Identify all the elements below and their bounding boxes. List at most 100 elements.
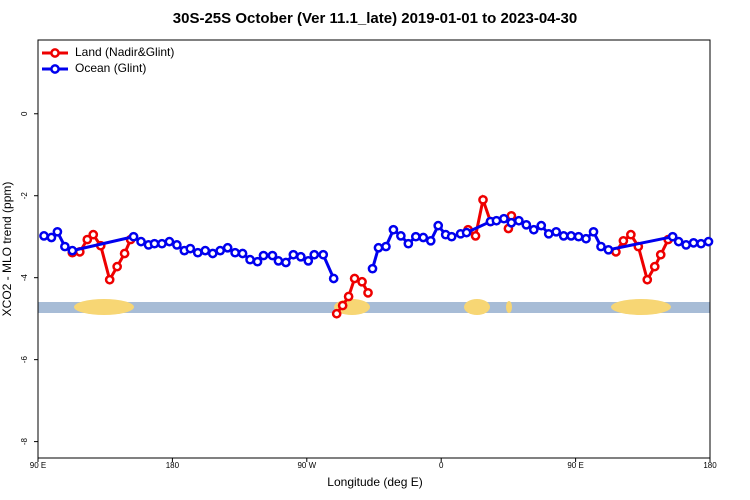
data-point — [258, 250, 269, 261]
data-point — [649, 261, 660, 272]
data-point — [388, 224, 399, 235]
data-point — [60, 241, 70, 252]
x-axis-label: Longitude (deg E) — [327, 475, 422, 489]
data-point — [252, 256, 263, 267]
x-tick-label: 90 W — [297, 461, 316, 470]
data-point — [343, 291, 354, 302]
data-point — [367, 263, 378, 274]
data-point — [681, 240, 691, 250]
land-patch — [74, 299, 134, 315]
data-point — [39, 231, 49, 241]
chart-title: 30S-25S October (Ver 11.1_late) 2019-01-… — [173, 10, 577, 27]
data-point — [514, 215, 524, 226]
data-point — [528, 224, 539, 235]
data-point — [667, 231, 678, 242]
data-point — [381, 241, 391, 252]
plot-frame — [37, 39, 711, 459]
data-point — [337, 300, 348, 311]
data-point — [245, 254, 255, 265]
data-point — [185, 243, 196, 254]
data-point — [52, 226, 63, 237]
data-point — [273, 256, 284, 266]
data-point — [543, 228, 554, 239]
data-point — [573, 231, 584, 242]
data-point — [418, 232, 429, 243]
data-point — [410, 231, 421, 242]
data-point — [192, 247, 203, 258]
land-patch — [506, 301, 512, 313]
x-tick-label: 180 — [166, 461, 180, 470]
data-point — [478, 194, 488, 205]
data-point — [403, 238, 414, 249]
surface-band — [38, 299, 710, 315]
data-point — [433, 220, 444, 231]
y-tick-label: -6 — [20, 356, 29, 364]
data-point — [46, 232, 57, 243]
data-point — [470, 231, 481, 241]
legend-label: Land (Nadir&Glint) — [75, 45, 174, 59]
data-point — [618, 235, 629, 246]
data-point — [88, 229, 99, 240]
data-point — [558, 231, 569, 241]
data-point — [673, 236, 684, 247]
data-point — [230, 247, 240, 258]
data-point — [112, 261, 122, 272]
data-point — [164, 236, 175, 247]
legend-label: Ocean (Glint) — [75, 61, 146, 75]
data-point — [603, 244, 614, 255]
data-point — [328, 273, 339, 284]
data-point — [588, 226, 599, 237]
y-tick-label: -4 — [20, 274, 29, 282]
data-point — [288, 249, 299, 260]
x-tick-label: 180 — [703, 461, 717, 470]
y-tick-label: -2 — [20, 192, 29, 200]
data-point — [363, 287, 373, 298]
y-axis-label: XCO2 - MLO trend (ppm) — [0, 182, 14, 317]
data-point — [309, 249, 320, 260]
data-point — [536, 220, 547, 231]
data-point — [642, 274, 653, 285]
data-point — [104, 274, 115, 285]
data-point — [596, 241, 606, 252]
x-tick-label: 90 E — [30, 461, 46, 470]
x-tick-label: 0 — [439, 461, 444, 470]
data-point — [149, 238, 160, 249]
data-point — [581, 233, 591, 244]
data-point — [461, 227, 472, 238]
data-point — [207, 248, 218, 259]
data-point — [499, 213, 509, 224]
data-point — [688, 238, 699, 248]
y-tick-label: 0 — [20, 111, 29, 116]
data-point — [396, 231, 406, 241]
land-patch — [611, 299, 671, 315]
data-point — [566, 231, 576, 241]
data-point — [200, 245, 211, 256]
data-point — [373, 242, 384, 253]
legend-marker — [50, 64, 60, 74]
data-point — [506, 217, 517, 228]
ocean-band — [38, 302, 710, 313]
data-point — [136, 236, 146, 247]
x-tick-label: 90 E — [567, 461, 583, 470]
data-point — [446, 231, 457, 242]
y-tick-label: -8 — [20, 438, 29, 446]
data-point — [215, 245, 226, 256]
land-patch — [464, 299, 490, 315]
data-point — [172, 240, 182, 250]
data-point — [281, 257, 291, 268]
data-point — [237, 248, 248, 259]
data-point — [67, 245, 78, 256]
data-point — [267, 250, 278, 261]
data-point — [119, 248, 130, 259]
data-point — [491, 215, 502, 226]
data-point — [703, 236, 714, 247]
data-point — [222, 242, 233, 253]
data-point — [551, 226, 562, 237]
data-point — [696, 238, 706, 249]
data-point — [349, 273, 360, 284]
data-point — [157, 238, 167, 249]
data-point — [295, 251, 306, 262]
legend-marker — [50, 48, 60, 58]
data-point — [318, 249, 329, 260]
